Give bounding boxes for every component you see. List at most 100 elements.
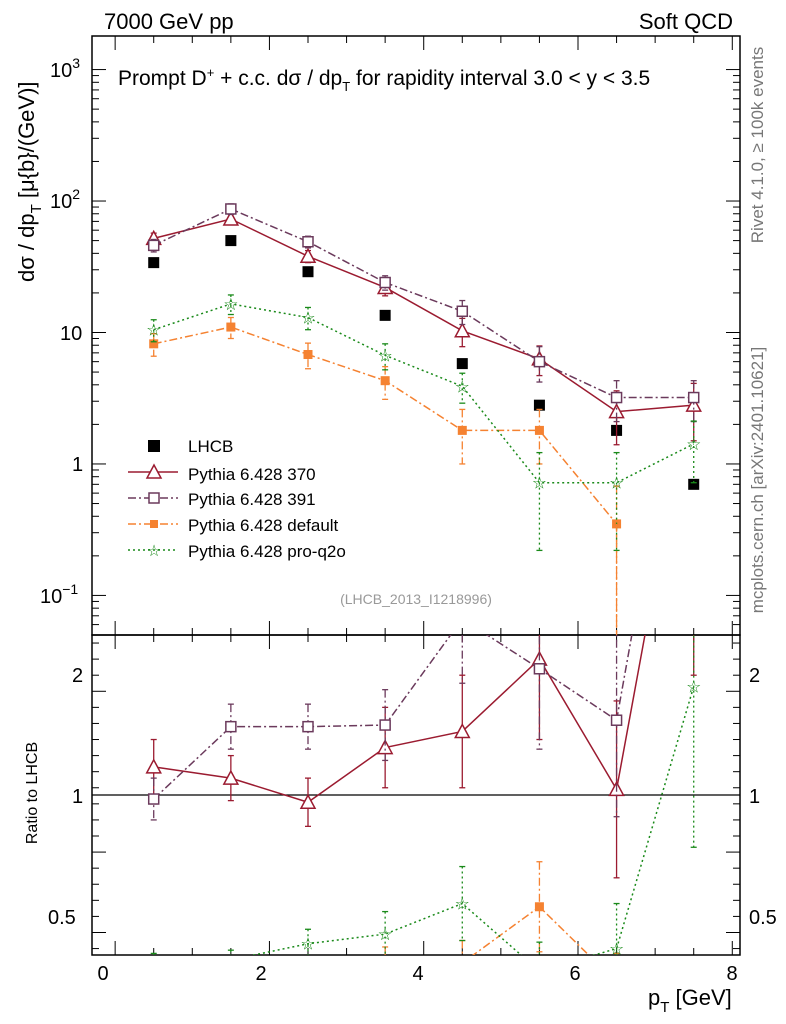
ratio-point-default-2 bbox=[304, 971, 313, 980]
main-point-lhcb-1 bbox=[225, 235, 237, 247]
ratio-y-tick-labels-right: 0.5 1 2 bbox=[749, 665, 777, 929]
main-line-p391 bbox=[153, 208, 694, 399]
main-point-default-4 bbox=[457, 425, 467, 435]
main-series-layer: ☆ ☆ ☆ ☆ ☆ ☆ ☆ ☆ bbox=[145, 203, 702, 635]
legend-marker-proq2o: ☆ bbox=[147, 543, 161, 560]
main-point-p391-1 bbox=[225, 203, 237, 215]
ratio-point-default-3 bbox=[381, 957, 390, 966]
legend-marker-p391 bbox=[148, 492, 160, 504]
ratio-line-p391 bbox=[153, 635, 633, 800]
ratio-line-proq2o bbox=[250, 686, 695, 955]
ratio-point-p370-4 bbox=[454, 722, 471, 739]
rivet-version: Rivet 4.1.0, ≥ 100k events bbox=[748, 47, 767, 243]
ratio-point-p370-2 bbox=[299, 793, 317, 809]
ratio-point-p370-7 bbox=[687, 363, 701, 376]
y-tick-label-1e3: 103 bbox=[50, 55, 80, 82]
legend-entry-p370: Pythia 6.428 370 bbox=[128, 463, 316, 484]
ratio-point-p391-1 bbox=[225, 720, 237, 733]
ratio-point-proq2o-2: ☆ bbox=[300, 935, 315, 954]
legend-label-lhcb: LHCB bbox=[188, 437, 233, 456]
ratio-right-tick-label-2: 2 bbox=[749, 665, 760, 687]
main-point-proq2o-6: ☆ bbox=[609, 474, 624, 493]
ratio-point-p391-5 bbox=[533, 663, 546, 675]
ratio-point-default-4 bbox=[458, 959, 467, 968]
main-point-lhcb-7 bbox=[688, 478, 700, 490]
main-point-proq2o-1: ☆ bbox=[223, 295, 238, 314]
main-point-lhcb-3 bbox=[379, 309, 391, 321]
legend-marker-default bbox=[150, 520, 158, 528]
ratio-point-p391-3 bbox=[379, 719, 391, 731]
x-tick-label-2: 2 bbox=[255, 963, 266, 985]
legend-entry-default: Pythia 6.428 default bbox=[128, 516, 339, 535]
main-point-default-0 bbox=[149, 339, 159, 349]
legend-entry-lhcb: LHCB bbox=[148, 437, 233, 456]
main-point-proq2o-2: ☆ bbox=[300, 309, 315, 328]
main-point-lhcb-5 bbox=[533, 399, 545, 411]
main-point-proq2o-5: ☆ bbox=[532, 474, 547, 493]
legend-marker-p370 bbox=[145, 463, 163, 479]
main-y-tick-labels: 10−1 1 10 102 103 bbox=[40, 55, 83, 608]
ratio-point-proq2o-3: ☆ bbox=[378, 925, 393, 944]
ratio-y-tick-labels-left: 0.5 1 2 bbox=[48, 665, 83, 929]
ratio-point-proq2o-6: ☆ bbox=[609, 940, 624, 959]
legend-entry-p391: Pythia 6.428 391 bbox=[128, 490, 316, 509]
main-point-p391-0 bbox=[147, 239, 160, 252]
ratio-point-proq2o-0: ☆ bbox=[146, 954, 161, 973]
main-point-p391-3 bbox=[379, 276, 391, 289]
main-point-p370-4 bbox=[454, 322, 471, 338]
y-tick-label-1e-1: 10−1 bbox=[40, 581, 78, 608]
ratio-point-default-0 bbox=[149, 970, 158, 979]
ratio-point-proq2o-7: ☆ bbox=[686, 677, 701, 696]
y-tick-label-10: 10 bbox=[60, 323, 82, 345]
y-axis-label: dσ / dpT [μ{b}/(GeV)] bbox=[14, 81, 45, 282]
x-axis-label: pT [GeV] bbox=[648, 985, 732, 1016]
ratio-point-p391-7 bbox=[689, 284, 699, 294]
main-point-default-5 bbox=[534, 425, 544, 435]
main-point-p391-7 bbox=[687, 391, 700, 404]
legend-label-p391: Pythia 6.428 391 bbox=[188, 490, 316, 509]
main-point-default-2 bbox=[303, 350, 313, 360]
ratio-point-p370-0 bbox=[145, 758, 162, 774]
x-tick-label-0: 0 bbox=[97, 963, 108, 985]
ratio-point-p370-1 bbox=[222, 769, 240, 785]
ratio-right-tick-label-1: 1 bbox=[749, 786, 760, 808]
legend-label-proq2o: Pythia 6.428 pro-q2o bbox=[188, 542, 346, 561]
main-point-p370-1 bbox=[222, 210, 240, 226]
analysis-id: (LHCB_2013_I1218996) bbox=[340, 591, 492, 607]
main-point-p391-4 bbox=[456, 305, 469, 318]
ratio-point-proq2o-1: ☆ bbox=[223, 951, 238, 970]
legend-label-p370: Pythia 6.428 370 bbox=[188, 465, 316, 484]
legend-label-default: Pythia 6.428 default bbox=[188, 516, 339, 535]
header-right: Soft QCD bbox=[639, 9, 733, 34]
header-left: 7000 GeV pp bbox=[104, 9, 234, 34]
ratio-line-p370 bbox=[153, 635, 646, 804]
main-point-p391-6 bbox=[610, 391, 623, 404]
main-point-lhcb-0 bbox=[148, 257, 160, 269]
ratio-point-proq2o-5: ☆ bbox=[532, 962, 547, 981]
main-point-lhcb-4 bbox=[456, 358, 468, 370]
main-point-proq2o-0: ☆ bbox=[146, 321, 161, 340]
ratio-point-default-6 bbox=[612, 978, 621, 987]
main-point-lhcb-2 bbox=[302, 266, 314, 278]
main-point-default-3 bbox=[380, 376, 390, 386]
main-point-proq2o-4: ☆ bbox=[455, 377, 470, 396]
legend: LHCB Pythia 6.428 370 Pythia 6.428 391 P… bbox=[128, 437, 346, 561]
ratio-point-p370-3 bbox=[376, 738, 394, 755]
x-tick-label-8: 8 bbox=[726, 963, 737, 985]
plot-title: Prompt D+ + c.c. dσ / dpT for rapidity i… bbox=[118, 65, 650, 94]
ratio-y-tick-label-0.5: 0.5 bbox=[48, 907, 76, 929]
legend-marker-lhcb bbox=[148, 440, 160, 452]
ratio-y-tick-label-1: 1 bbox=[72, 786, 83, 808]
y-tick-label-1: 1 bbox=[72, 454, 83, 476]
y-tick-label-1e2: 102 bbox=[50, 186, 80, 213]
ratio-point-p391-6 bbox=[610, 714, 623, 726]
ratio-y-axis-label: Ratio to LHCB bbox=[24, 742, 41, 844]
main-line-p370 bbox=[153, 218, 694, 413]
ratio-point-default-5 bbox=[534, 902, 544, 912]
legend-entry-proq2o: ☆ Pythia 6.428 pro-q2o bbox=[128, 542, 346, 561]
ratio-point-default-1 bbox=[226, 973, 235, 982]
ratio-point-p391-4 bbox=[457, 614, 467, 624]
x-tick-labels: 0 2 4 6 8 bbox=[97, 963, 737, 985]
ratio-series-layer: ☆ ☆ ☆ ☆ ☆ ☆ ☆ ☆ bbox=[145, 284, 701, 987]
